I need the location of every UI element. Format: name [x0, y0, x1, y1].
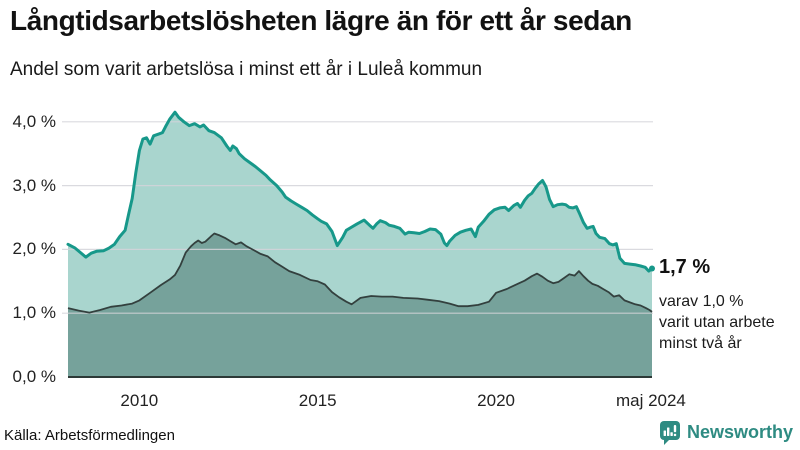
y-axis-tick-label: 1,0 % — [12, 303, 56, 323]
newsworthy-speech-bubble-icon — [659, 421, 680, 445]
annotation-line: minst två år — [659, 335, 742, 352]
line-total-unemployed — [66, 110, 654, 273]
annotation-line: varit utan arbete — [659, 314, 775, 331]
x-axis-tick-label: 2020 — [477, 391, 515, 410]
annotation-line: varav 1,0 % — [659, 293, 744, 310]
chart-subtitle: Andel som varit arbetslösa i minst ett å… — [10, 59, 483, 80]
line-two-years-unemployed — [67, 232, 653, 314]
page-title: Långtidsarbetslösheten lägre än för ett … — [10, 5, 632, 36]
area-two-years-unemployed — [68, 233, 652, 377]
latest-value-description: varav 1,0 % varit utan arbete minst två år — [659, 291, 797, 354]
latest-value: 1,7 % — [659, 256, 711, 278]
newsworthy-logo[interactable]: Newsworthy — [659, 420, 793, 445]
x-axis-tick-label: 2010 — [120, 391, 159, 410]
latest-value-annotation: 1,7 % varav 1,0 % varit utan arbete minst … — [659, 256, 797, 354]
y-axis-tick-label: 4,0 % — [12, 111, 56, 131]
x-axis-tick-label: 2015 — [298, 391, 337, 410]
x-axis-tick-label: maj 2024 — [615, 391, 686, 410]
latest-point-marker — [649, 265, 655, 272]
newsworthy-wordmark: Newsworthy — [686, 422, 793, 442]
source-note: Källa: Arbetsförmedlingen — [4, 427, 175, 444]
y-axis-tick-label: 3,0 % — [12, 175, 56, 195]
y-axis-tick-label: 2,0 % — [12, 239, 56, 259]
y-axis-tick-label: 0,0 % — [12, 367, 56, 386]
